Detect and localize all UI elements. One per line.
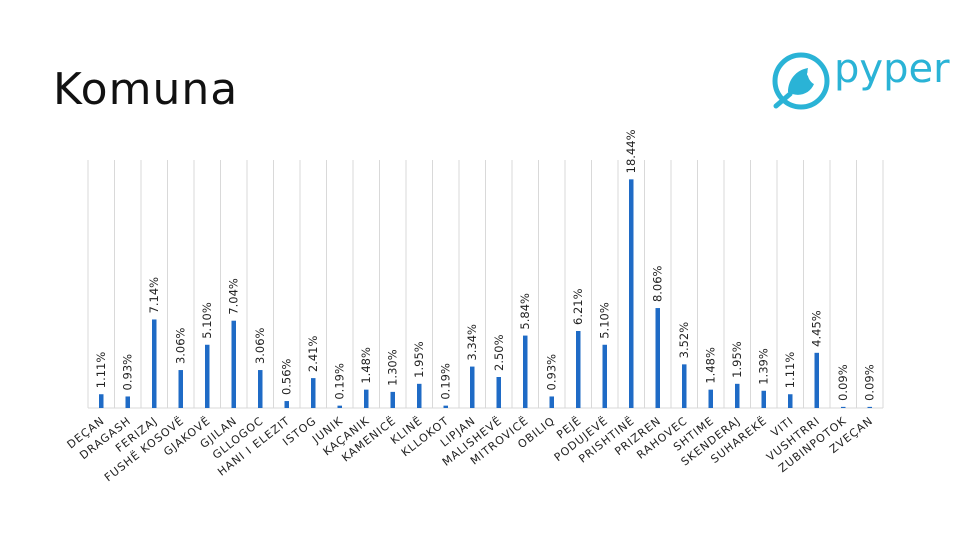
data-label: 3.06% <box>174 327 188 364</box>
bar <box>470 366 475 408</box>
bar <box>152 319 157 408</box>
bar <box>629 179 634 408</box>
bar <box>735 383 740 408</box>
brand-name: pyper <box>834 46 950 92</box>
bar <box>867 406 872 408</box>
data-label: 1.95% <box>730 341 744 378</box>
bar <box>205 344 210 408</box>
data-label: 1.39% <box>757 348 771 385</box>
data-label: 1.11% <box>783 352 797 389</box>
bar <box>549 396 554 408</box>
bar <box>390 391 395 408</box>
data-label: 18.44% <box>624 129 638 173</box>
data-label: 0.09% <box>836 364 850 401</box>
bird-in-circle-icon <box>772 52 830 110</box>
bar <box>258 370 263 408</box>
bar <box>311 378 316 408</box>
data-label: 6.21% <box>571 288 585 325</box>
bar <box>99 394 104 408</box>
data-label: 5.84% <box>518 293 532 330</box>
data-label: 2.50% <box>492 334 506 371</box>
data-label: 0.93% <box>545 354 559 391</box>
bar <box>364 389 369 408</box>
bar <box>523 335 528 408</box>
bar <box>841 406 846 408</box>
bar <box>284 401 289 408</box>
data-label: 5.10% <box>598 302 612 339</box>
data-label: 3.34% <box>465 324 479 361</box>
page-title: Komuna <box>53 64 239 115</box>
bar <box>496 377 501 408</box>
data-label: 8.06% <box>651 265 665 302</box>
bar <box>761 390 766 408</box>
data-label: 0.93% <box>121 354 135 391</box>
bar <box>417 383 422 408</box>
data-label: 3.52% <box>677 322 691 359</box>
bar <box>655 308 660 408</box>
data-label: 4.45% <box>810 310 824 347</box>
data-label: 1.48% <box>704 347 718 384</box>
data-label: 0.09% <box>863 364 877 401</box>
data-label: 7.14% <box>147 277 161 314</box>
data-label: 2.41% <box>306 336 320 373</box>
data-label: 0.19% <box>439 363 453 400</box>
bar <box>682 364 687 408</box>
data-label: 0.56% <box>280 358 294 395</box>
bar <box>814 352 819 408</box>
data-label: 1.30% <box>386 349 400 386</box>
data-label: 1.11% <box>94 352 108 389</box>
bar <box>576 330 581 408</box>
bar <box>125 396 130 408</box>
bar <box>602 344 607 408</box>
data-label: 5.10% <box>200 302 214 339</box>
data-label: 7.04% <box>227 278 241 315</box>
data-label: 0.19% <box>333 363 347 400</box>
bar <box>178 370 183 408</box>
bar <box>443 405 448 408</box>
bar <box>337 405 342 408</box>
data-label: 3.06% <box>253 327 267 364</box>
bar <box>708 389 713 408</box>
bar <box>231 320 236 408</box>
bar <box>788 394 793 408</box>
data-label: 1.95% <box>412 341 426 378</box>
data-label: 1.48% <box>359 347 373 384</box>
